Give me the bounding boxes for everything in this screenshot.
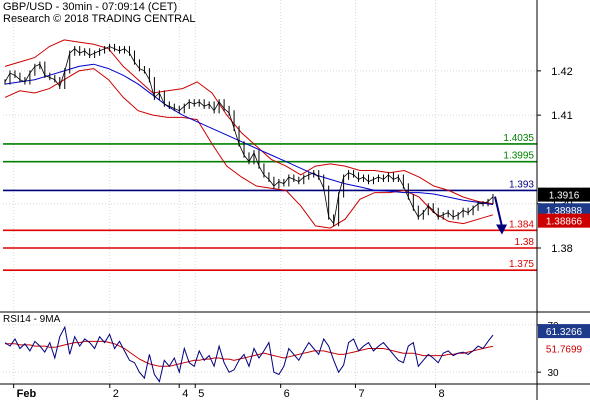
date-tick-label: 7 [358,388,364,400]
rsi-last-label: 61.3266 [546,327,583,338]
rsi-ma-line [5,340,494,367]
level-label: 1.38 [515,237,535,248]
rsi-line [4,325,494,383]
rsi-ma-last-label: 51.7699 [546,344,583,355]
level-label: 1.3995 [503,151,534,162]
moving-average-line [4,63,494,206]
chart-credit: Research © 2018 TRADING CENTRAL [3,13,196,25]
bollinger-last-label: 1.38866 [546,217,583,228]
date-tick-label: Feb [17,388,37,400]
level-label: 1.384 [509,219,534,230]
level-label: 1.393 [509,179,534,190]
date-tick-label: 8 [439,388,445,400]
last-price-box [538,187,590,202]
price-tick-label: 1.42 [551,66,572,78]
price-tick-label: 1.38 [551,243,572,255]
price-series-group [4,39,507,235]
grid [3,0,537,384]
date-tick-label: 6 [284,388,290,400]
moving-average-last-label: 1.38988 [546,206,583,217]
rsi-tick-label: 30 [547,368,559,379]
bollinger-lower-line [4,68,494,229]
date-tick-label: 5 [198,388,204,400]
forecast-arrow-head [496,224,507,235]
last-price-label: 1.3916 [549,191,580,202]
price-line [4,46,494,225]
bollinger-last-box [538,213,590,228]
support-resistance-levels: 1.4035 1.3995 1.393 1.384 1.38 1.375 [3,133,537,271]
rsi-last-box [538,324,590,339]
level-label: 1.4035 [503,133,534,144]
price-tick-label: 1.41 [551,110,572,122]
date-tick-label: 2 [113,388,119,400]
chart-title: GBP/USD - 30min - 07:09:14 (CET) [3,1,178,13]
forecast-arrow-shaft [494,196,503,227]
date-tick-label: 4 [182,388,188,400]
level-label: 1.375 [509,259,534,270]
rsi-ma-last-box [538,341,590,356]
bollinger-upper-line [4,39,494,205]
axis-labels: 1.421.411.391.38Feb2456781.39161.389881.… [17,66,590,400]
rsi-title: RSI14 - 9MA [3,314,61,325]
